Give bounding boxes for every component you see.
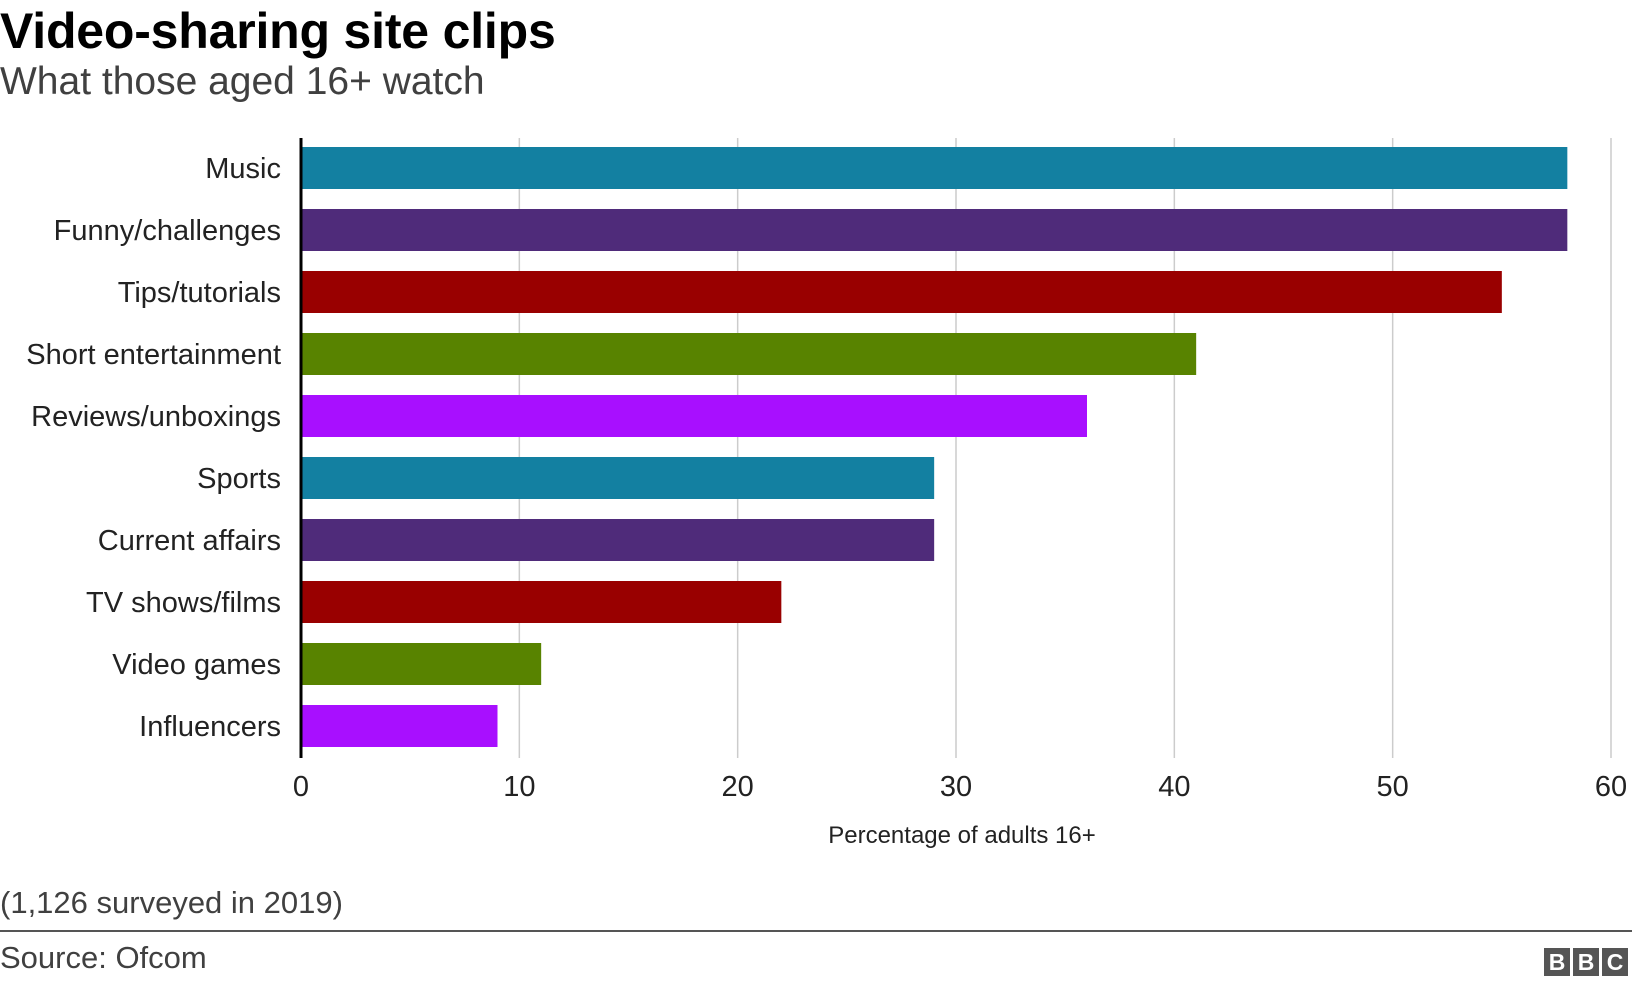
bar [301, 147, 1568, 189]
x-tick-label: 20 [722, 771, 754, 803]
bar [301, 705, 498, 747]
x-tick-label: 60 [1595, 771, 1627, 803]
logo-letter: B [1573, 948, 1599, 976]
footer-divider [0, 930, 1632, 932]
category-label: TV shows/films [86, 587, 281, 619]
logo-letter: C [1602, 948, 1628, 976]
x-tick-label: 40 [1158, 771, 1190, 803]
bbc-logo: B B C [1544, 948, 1628, 976]
bar [301, 519, 935, 561]
category-label: Influencers [139, 711, 281, 743]
bar [301, 581, 782, 623]
bar [301, 271, 1502, 313]
bar [301, 395, 1087, 437]
bar [301, 333, 1197, 375]
x-tick-label: 30 [940, 771, 972, 803]
x-axis-title: Percentage of adults 16+ [828, 822, 1096, 849]
x-tick-labels: 0 10 20 30 40 50 60 [293, 771, 1627, 803]
category-labels: Music Funny/challenges Tips/tutorials Short… [26, 153, 281, 743]
x-tick-label: 10 [503, 771, 535, 803]
x-tick-label: 50 [1377, 771, 1409, 803]
category-label: Current affairs [98, 525, 281, 557]
category-label: Funny/challenges [54, 215, 281, 247]
category-label: Video games [112, 649, 281, 681]
bar [301, 457, 935, 499]
category-label: Tips/tutorials [118, 277, 281, 309]
chart-subtitle: What those aged 16+ watch [0, 60, 485, 103]
chart-title: Video-sharing site clips [0, 3, 556, 59]
source-text: Source: Ofcom [0, 940, 207, 975]
category-label: Short entertainment [26, 339, 281, 371]
bar [301, 643, 542, 685]
x-tick-label: 0 [293, 771, 309, 803]
category-label: Sports [197, 463, 281, 495]
bar [301, 209, 1568, 251]
bar-chart: Music Funny/challenges Tips/tutorials Short… [26, 138, 1627, 849]
category-label: Music [205, 153, 281, 185]
survey-note: (1,126 surveyed in 2019) [0, 885, 343, 920]
category-label: Reviews/unboxings [31, 401, 281, 433]
logo-letter: B [1544, 948, 1570, 976]
bars [301, 147, 1568, 747]
